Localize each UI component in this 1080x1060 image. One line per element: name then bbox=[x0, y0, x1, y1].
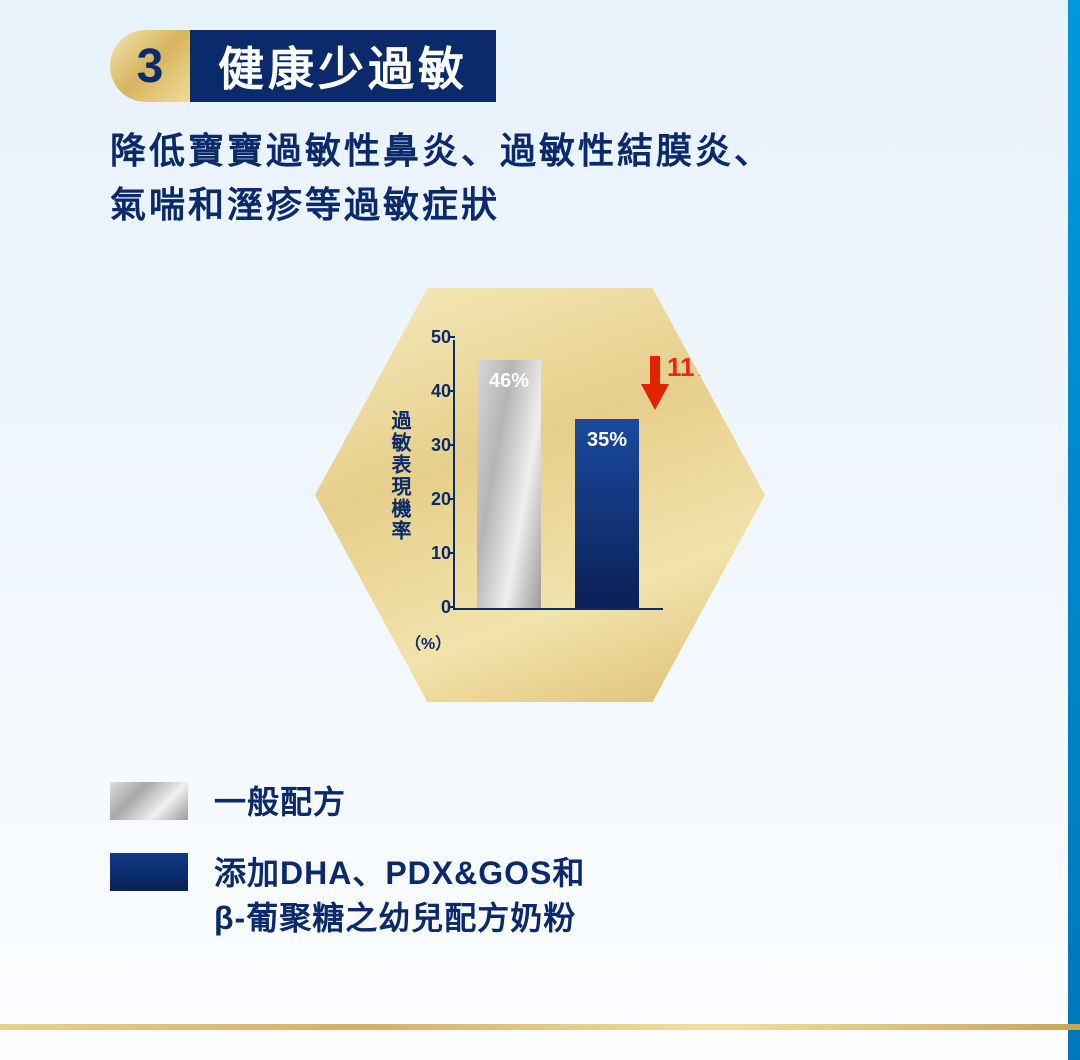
legend-swatch-silver bbox=[110, 782, 188, 820]
y-tick: 20 bbox=[417, 489, 451, 510]
hex-chart-container: 過敏表現機率 （%） 46% 35% 11% 01020304050 bbox=[315, 270, 765, 720]
right-accent-stripe bbox=[1068, 0, 1080, 1060]
hex-badge: 過敏表現機率 （%） 46% 35% 11% 01020304050 bbox=[315, 270, 765, 720]
legend-swatch-navy bbox=[110, 853, 188, 891]
difference-indicator: 11% bbox=[641, 356, 721, 410]
section-number-badge: 3 bbox=[110, 30, 190, 102]
y-tick-mark bbox=[449, 336, 455, 338]
y-axis-title: 過敏表現機率 bbox=[385, 410, 414, 542]
section-number: 3 bbox=[137, 39, 164, 94]
down-arrow-icon bbox=[641, 356, 669, 410]
section-header: 3 健康少過敏 bbox=[110, 30, 496, 102]
chart-plot-area: 46% 35% 11% 01020304050 bbox=[453, 340, 663, 610]
y-tick: 40 bbox=[417, 381, 451, 402]
legend-text-2: 添加DHA、PDX&GOS和β-葡聚糖之幼兒配方奶粉 bbox=[214, 851, 585, 941]
bar-enhanced-formula: 35% bbox=[575, 419, 639, 608]
legend-item: 一般配方 bbox=[110, 780, 585, 825]
chart-legend: 一般配方 添加DHA、PDX&GOS和β-葡聚糖之幼兒配方奶粉 bbox=[110, 780, 585, 966]
y-tick: 50 bbox=[417, 327, 451, 348]
bar-chart: 過敏表現機率 （%） 46% 35% 11% 01020304050 bbox=[405, 330, 685, 650]
bar-general-formula: 46% bbox=[477, 360, 541, 608]
section-subtitle: 降低寶寶過敏性鼻炎、過敏性結膜炎、氣喘和溼疹等過敏症狀 bbox=[110, 124, 1020, 232]
y-tick-mark bbox=[449, 444, 455, 446]
section-title: 健康少過敏 bbox=[218, 33, 468, 99]
y-tick: 30 bbox=[417, 435, 451, 456]
legend-text-1: 一般配方 bbox=[214, 780, 346, 825]
y-axis-unit: （%） bbox=[405, 630, 451, 654]
y-tick-mark bbox=[449, 606, 455, 608]
legend-item: 添加DHA、PDX&GOS和β-葡聚糖之幼兒配方奶粉 bbox=[110, 851, 585, 941]
y-tick-mark bbox=[449, 552, 455, 554]
y-tick-mark bbox=[449, 390, 455, 392]
bar-label-2: 35% bbox=[575, 429, 639, 452]
bottom-gold-stripe bbox=[0, 1024, 1080, 1030]
difference-label: 11% bbox=[667, 352, 718, 383]
bar-label-1: 46% bbox=[477, 370, 541, 393]
y-tick-mark bbox=[449, 498, 455, 500]
y-tick: 10 bbox=[417, 543, 451, 564]
y-tick: 0 bbox=[417, 597, 451, 618]
section-title-box: 健康少過敏 bbox=[190, 30, 496, 102]
